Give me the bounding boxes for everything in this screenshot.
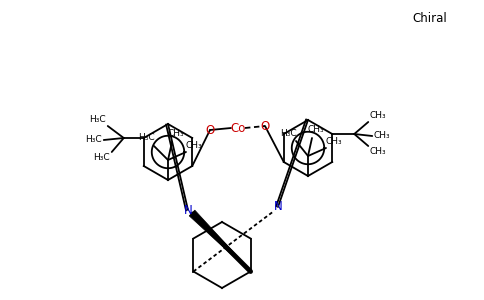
- Text: N: N: [273, 200, 282, 214]
- Text: CH₃: CH₃: [308, 125, 324, 134]
- Text: H₃C: H₃C: [280, 130, 296, 139]
- Text: O: O: [205, 124, 214, 136]
- Text: CH₃: CH₃: [370, 148, 387, 157]
- Text: H₃C: H₃C: [90, 116, 106, 124]
- Text: H₃C: H₃C: [93, 154, 110, 163]
- Text: CH₃: CH₃: [186, 142, 202, 151]
- Text: Chiral: Chiral: [413, 11, 447, 25]
- Text: O: O: [260, 119, 270, 133]
- Polygon shape: [189, 210, 251, 272]
- Text: H₃C: H₃C: [86, 136, 102, 145]
- Text: CH₃: CH₃: [167, 130, 184, 139]
- Text: N: N: [183, 203, 192, 217]
- Text: CH₃: CH₃: [370, 112, 387, 121]
- Text: H₃C: H₃C: [137, 134, 154, 142]
- Text: Co: Co: [230, 122, 246, 134]
- Text: CH₃: CH₃: [326, 137, 342, 146]
- Text: CH₃: CH₃: [374, 131, 391, 140]
